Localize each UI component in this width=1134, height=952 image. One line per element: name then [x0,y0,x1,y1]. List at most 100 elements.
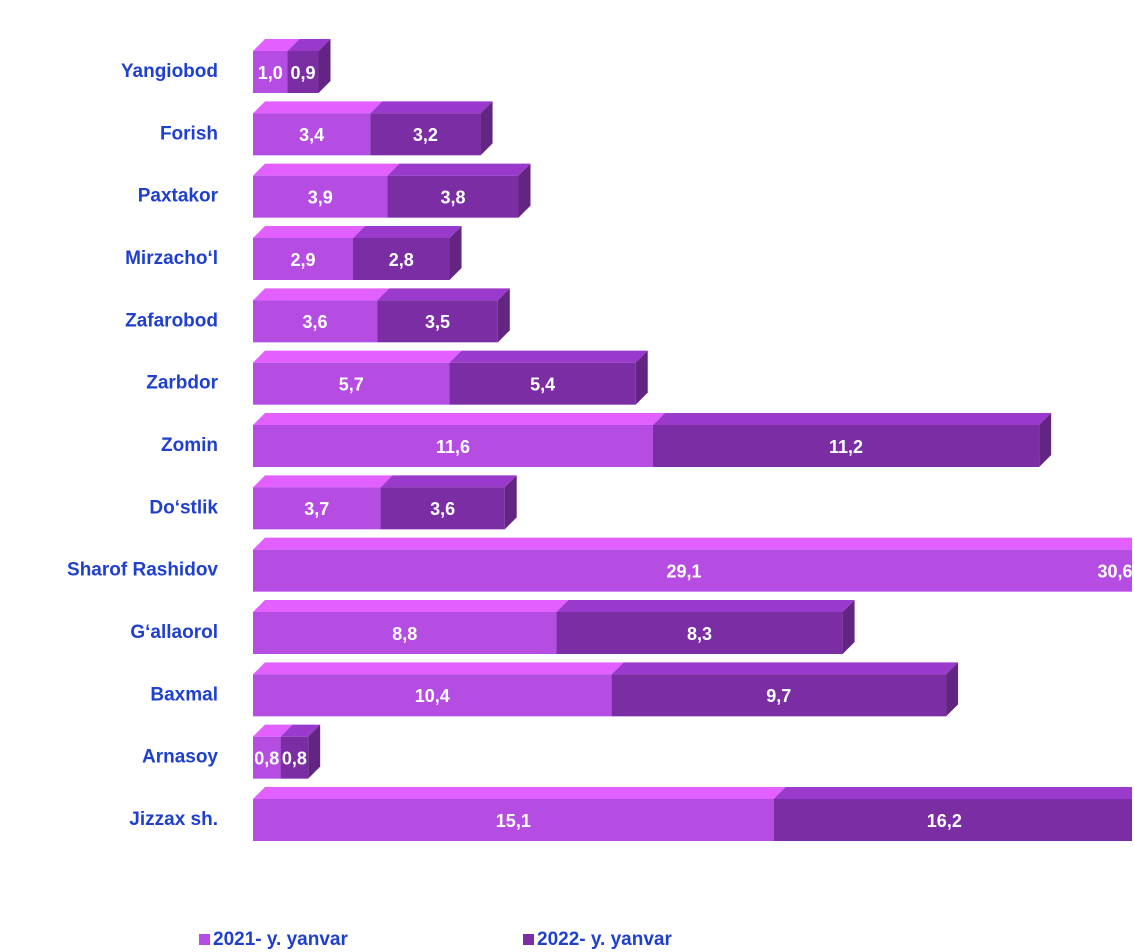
plot-area [253,39,1132,841]
value-label: 1,0 [258,63,283,83]
labels: Yangiobod 1,0 0,9 Forish 3,4 3,2 Paxtakor 3,9 3,… [67,61,1133,950]
value-label: 3,9 [308,187,333,207]
bar [253,487,381,530]
bar-top [253,226,365,238]
bar-top [253,39,300,51]
bar-end [480,101,493,156]
value-label: 0,8 [254,748,279,768]
bar-end [1039,413,1052,467]
category-label: Arnasoy [142,747,218,768]
bar-end [518,163,531,218]
value-label: 3,8 [440,187,465,207]
bar-top [370,101,493,114]
bar-top [253,475,393,488]
bar-top [253,350,462,363]
bar-top [253,662,624,675]
bar-top [253,413,665,425]
legend-swatch [199,934,210,945]
bar [253,113,371,156]
bar [253,674,612,717]
value-label: 10,4 [415,686,450,706]
bar-end [449,226,462,280]
bar-top [287,39,331,51]
value-label: 3,5 [425,312,450,332]
bar [253,425,653,467]
bar-top [253,537,1132,550]
bar-top [280,724,321,737]
bar-top [556,600,855,612]
bar [253,799,774,841]
bar-top [352,226,462,238]
value-label: 3,2 [413,125,438,145]
bar-end [308,724,321,779]
category-label: Baxmal [150,684,218,705]
value-label: 9,7 [766,686,791,706]
bar [611,674,947,717]
category-label: Zafarobod [125,310,218,331]
value-label: 0,9 [290,63,315,83]
category-label: Sharof Rashidov [67,560,218,581]
value-label: 8,3 [687,624,712,644]
category-label: Paxtakor [138,186,219,207]
bar [253,300,378,343]
category-label: Mirzacho‘l [125,248,218,269]
bar-end [635,350,648,405]
value-label: 30,6 [1097,561,1132,581]
legend-label: 2021- y. yanvar [213,929,348,950]
bar [253,175,388,218]
bar-top [449,350,648,363]
bar-top [652,413,1052,425]
bar-end [946,662,959,717]
value-label: 3,7 [304,499,329,519]
bar-end [318,39,331,93]
bar-top [253,787,786,799]
bar [352,238,450,280]
bar-end [842,600,855,654]
bar [287,51,319,93]
category-label: Forish [160,123,218,144]
value-label: 16,2 [927,811,962,831]
value-label: 8,8 [392,624,417,644]
bar-top [377,288,510,301]
value-label: 11,2 [829,437,863,457]
bar-top [253,163,400,176]
bar-top [253,724,293,737]
bar [253,549,1132,592]
legend-label: 2022- y. yanvar [537,929,672,950]
bar-top [253,288,390,301]
bar-top [773,787,1132,799]
bar [377,300,498,343]
bar [652,425,1040,467]
bar [387,175,519,218]
value-label: 5,4 [530,374,555,394]
category-label: Do‘stlik [149,497,218,518]
category-label: G‘allaorol [130,622,218,643]
bar [370,113,481,156]
value-label: 29,1 [666,561,701,581]
category-label: Zomin [161,435,218,456]
bar-top [253,101,383,114]
category-label: Jizzax sh. [129,809,218,830]
value-label: 11,6 [436,437,470,457]
bar [253,736,281,779]
bar [253,51,288,93]
value-label: 3,6 [430,499,455,519]
bar [253,238,353,280]
value-label: 0,8 [282,748,307,768]
value-label: 5,7 [339,374,364,394]
bar [556,612,843,654]
value-label: 3,6 [303,312,328,332]
bar [253,612,557,654]
bar [280,736,309,779]
bar [773,799,1132,841]
category-label: Yangiobod [121,61,218,82]
value-label: 2,9 [290,250,315,270]
bar-top [380,475,517,488]
bar [449,362,636,405]
value-label: 3,4 [299,125,324,145]
bar [380,487,505,530]
legend-swatch [523,934,534,945]
bar-end [504,475,517,530]
bar-top [611,662,959,675]
